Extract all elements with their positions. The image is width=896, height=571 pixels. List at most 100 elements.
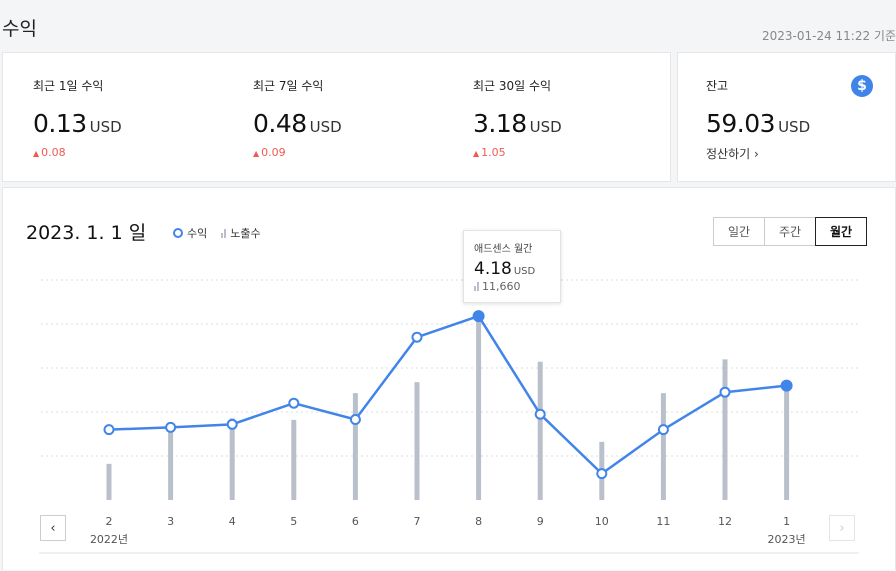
x-tick-label: 10 [595,515,609,528]
x-tick-label: 7 [414,515,421,528]
up-arrow-icon: ▲ [473,149,480,158]
period-monthly-button[interactable]: 월간 [815,217,867,246]
impressions-bar [168,432,174,500]
impressions-bar [414,382,420,500]
period-toggle: 일간 주간 월간 [713,217,867,246]
up-arrow-icon: ▲ [253,149,260,158]
x-tick-label: 9 [537,515,544,528]
next-page-button[interactable]: › [829,515,855,541]
x-tick-label: 4 [229,515,236,528]
revenue-line [103,310,793,480]
bar-chart-icon [474,282,479,291]
stat-unit: USD [309,118,342,136]
x-tick-label: 6 [352,515,359,528]
chart-date-text: 2023. 1. 1 [26,222,123,244]
chart-date: 2023. 1. 1 일 [26,218,146,245]
stat-value-row: 3.18 USD [473,109,562,138]
x-tick-label: 8 [475,515,482,528]
stat-7day: 최근 7일 수익 0.48 USD ▲ 0.09 [253,77,342,159]
revenue-line-path [108,314,787,475]
stat-value: 0.48 [253,109,307,138]
balance-card: 잔고 59.03 USD 정산하기 › $ [677,52,896,182]
tooltip-impressions-value: 11,660 [482,280,521,293]
stat-label: 최근 30일 수익 [473,79,552,93]
revenue-point [472,310,485,323]
stat-change-value: 1.05 [481,146,506,159]
chart-plot: 2 3 4 5 6 7 8 9 10 11 12 1 2022년 2023년 [39,279,859,554]
stat-change-value: 0.08 [41,146,66,159]
revenue-point [226,418,238,430]
impressions-bar [106,463,112,500]
x-tick-label: 3 [167,515,174,528]
chart-card: 2023. 1. 1 일 수익 노출수 일간 주간 월간 2 3 4 5 6 7 8 9 10 1… [2,187,896,570]
impressions-bar [229,418,235,500]
up-arrow-icon: ▲ [33,149,40,158]
stat-value-row: 0.13 USD [33,109,122,138]
balance-value-row: 59.03 USD [706,109,810,138]
x-tick-label: 12 [718,515,732,528]
impressions-bar [722,359,728,500]
impressions-bar [784,387,790,500]
chevron-right-icon: › [754,147,759,161]
balance-label: 잔고 [706,79,729,93]
chart-tooltip: 애드센스 월간 4.18 USD 11,660 [463,230,561,303]
x-tick-label: 11 [656,515,670,528]
stat-unit: USD [529,118,562,136]
stat-value: 3.18 [473,109,527,138]
stat-unit: USD [89,118,122,136]
revenue-point [719,386,731,398]
balance-unit: USD [778,118,811,136]
tooltip-impressions: 11,660 [474,280,550,293]
impressions-bar [352,393,358,500]
x-tick-label: 1 [783,515,790,528]
stat-30day: 최근 30일 수익 3.18 USD ▲ 1.05 [473,77,562,159]
impression-bars [106,316,790,500]
stat-change-value: 0.09 [261,146,286,159]
legend-revenue: 수익 [173,225,207,241]
stat-label: 최근 7일 수익 [253,79,324,93]
x-tick-label: 5 [290,515,297,528]
chart-legend: 수익 노출수 [173,225,261,241]
revenue-point [103,424,115,436]
stat-1day: 최근 1일 수익 0.13 USD ▲ 0.08 [33,77,122,159]
x-axis-labels: 2 3 4 5 6 7 8 9 10 11 12 1 2022년 2023년 [90,515,806,546]
x-tick-label: 2 [106,515,113,528]
tooltip-value-row: 4.18 USD [474,259,550,279]
revenue-point [657,424,669,436]
settle-label: 정산하기 [706,147,751,161]
legend-revenue-label: 수익 [187,227,208,240]
x-year-label: 2022년 [90,533,128,546]
circle-icon [173,228,183,238]
settle-link[interactable]: 정산하기 › [706,145,810,162]
revenue-point [165,421,177,433]
impressions-bar [660,393,666,500]
timestamp: 2023-01-24 11:22 기준 [761,29,896,43]
bar-chart-icon [221,228,227,238]
stat-change: ▲ 0.09 [253,146,342,159]
revenue-point [780,379,793,392]
legend-impressions: 노출수 [221,225,261,241]
stats-card: 최근 1일 수익 0.13 USD ▲ 0.08 최근 7일 수익 0.48 USD … [2,52,671,182]
tooltip-title: 애드센스 월간 [474,244,533,255]
page-title: 수익 [2,18,37,40]
balance-value: 59.03 [706,109,776,138]
grid [41,279,859,457]
stat-value: 0.13 [33,109,87,138]
chart-date-suffix: 일 [128,222,147,244]
revenue-point [534,408,546,420]
dollar-icon: $ [851,75,873,97]
impressions-bar [291,419,297,500]
revenue-point [349,413,361,425]
period-weekly-button[interactable]: 주간 [764,217,816,246]
tooltip-value: 4.18 [474,259,512,279]
balance: 잔고 59.03 USD 정산하기 › [706,77,810,162]
stat-label: 최근 1일 수익 [33,79,104,93]
legend-impressions-label: 노출수 [230,227,261,240]
stat-change: ▲ 0.08 [33,146,122,159]
revenue-point [596,468,608,480]
prev-page-button[interactable]: ‹ [40,515,66,541]
revenue-point [288,397,300,409]
tooltip-unit: USD [513,266,536,277]
stat-value-row: 0.48 USD [253,109,342,138]
revenue-point [411,331,423,343]
